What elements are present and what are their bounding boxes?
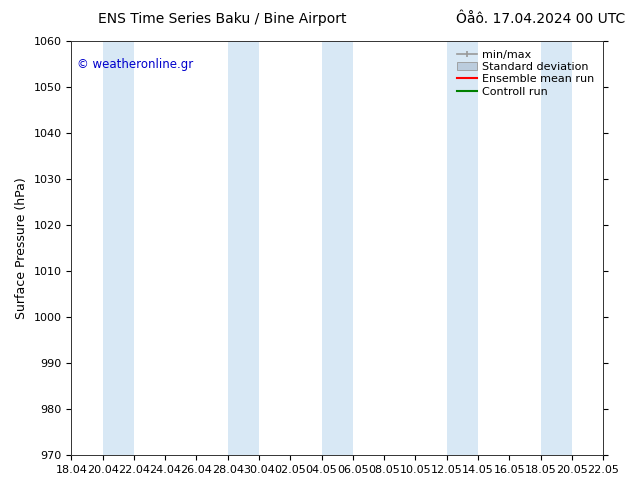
Bar bbox=[228, 41, 259, 455]
Bar bbox=[447, 41, 478, 455]
Text: ENS Time Series Baku / Bine Airport: ENS Time Series Baku / Bine Airport bbox=[98, 12, 346, 26]
Bar bbox=[541, 41, 572, 455]
Text: © weatheronline.gr: © weatheronline.gr bbox=[77, 58, 193, 71]
Legend: min/max, Standard deviation, Ensemble mean run, Controll run: min/max, Standard deviation, Ensemble me… bbox=[454, 47, 597, 100]
Bar bbox=[103, 41, 134, 455]
Bar bbox=[321, 41, 353, 455]
Text: Ôåô. 17.04.2024 00 UTC: Ôåô. 17.04.2024 00 UTC bbox=[456, 12, 626, 26]
Y-axis label: Surface Pressure (hPa): Surface Pressure (hPa) bbox=[15, 177, 28, 319]
